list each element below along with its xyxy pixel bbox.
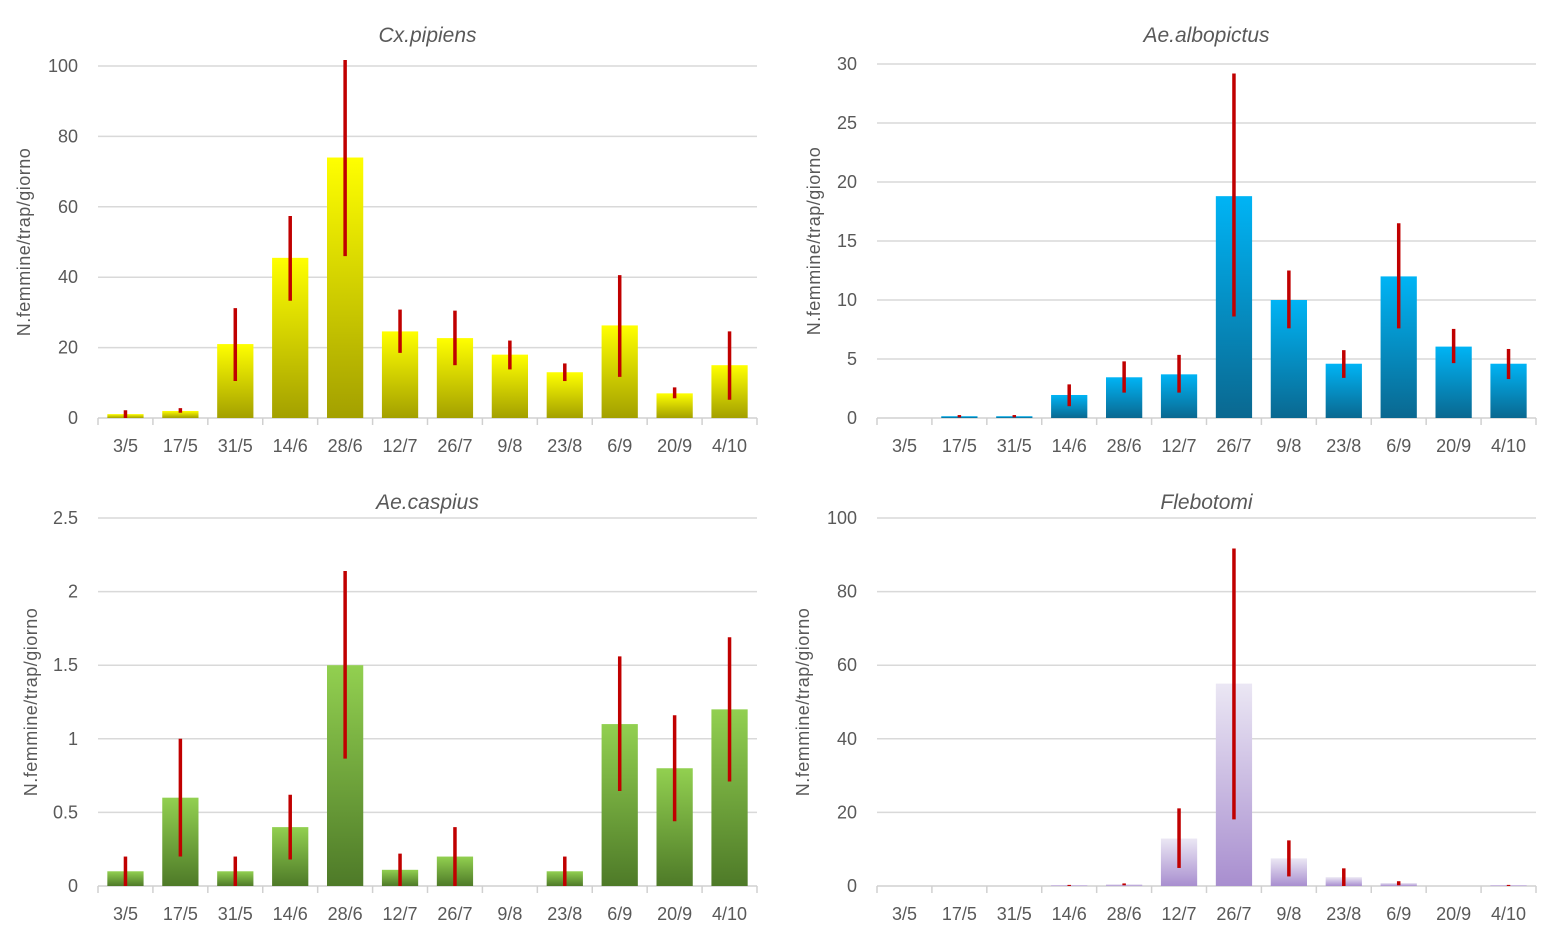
y-tick-label: 60 xyxy=(837,655,857,675)
x-tick-label: 14/6 xyxy=(273,436,308,456)
x-tick-label: 12/7 xyxy=(383,436,418,456)
x-tick-label: 31/5 xyxy=(218,436,253,456)
y-tick-label: 5 xyxy=(847,349,857,369)
chart-title: Ae.albopictus xyxy=(1141,24,1270,47)
y-tick-label: 100 xyxy=(48,56,78,76)
y-axis-label: N.femmine/trap/giorno xyxy=(21,608,41,797)
x-tick-label: 6/9 xyxy=(1386,904,1411,924)
x-tick-label: 20/9 xyxy=(1436,904,1471,924)
y-tick-label: 10 xyxy=(837,290,857,310)
x-tick-label: 26/7 xyxy=(1216,436,1251,456)
chart-title: Cx.pipiens xyxy=(378,24,477,47)
x-tick-label: 20/9 xyxy=(657,904,692,924)
x-tick-label: 12/7 xyxy=(1162,904,1197,924)
x-tick-label: 3/5 xyxy=(892,904,917,924)
chart-title: Ae.caspius xyxy=(374,491,479,514)
panel-ae-albopictus: Ae.albopictus N.femmine/trap/giorno 0 5 10… xyxy=(804,24,1537,456)
x-tick-label: 9/8 xyxy=(1276,904,1301,924)
x-tick-label: 20/9 xyxy=(657,436,692,456)
x-tick-label: 26/7 xyxy=(437,436,472,456)
panel-flebotomi: Flebotomi N.femmine/trap/giorno 0 20 40 60 8… xyxy=(793,491,1537,924)
x-tick-label: 6/9 xyxy=(1386,436,1411,456)
chart-title: Flebotomi xyxy=(1160,491,1254,514)
x-tick-label: 31/5 xyxy=(997,436,1032,456)
y-tick-label: 20 xyxy=(837,172,857,192)
x-tick-label: 28/6 xyxy=(1107,904,1142,924)
x-tick-label: 26/7 xyxy=(437,904,472,924)
x-tick-label: 17/5 xyxy=(942,436,977,456)
x-tick-label: 9/8 xyxy=(497,904,522,924)
y-tick-label: 0 xyxy=(68,408,78,428)
y-tick-label: 2 xyxy=(68,582,78,602)
x-tick-label: 4/10 xyxy=(1491,904,1526,924)
y-tick-label: 25 xyxy=(837,113,857,133)
x-tick-label: 4/10 xyxy=(1491,436,1526,456)
y-tick-label: 80 xyxy=(837,582,857,602)
x-tick-label: 6/9 xyxy=(607,904,632,924)
x-tick-label: 12/7 xyxy=(1162,436,1197,456)
x-tick-label: 28/6 xyxy=(1107,436,1142,456)
x-tick-label: 28/6 xyxy=(328,436,363,456)
x-tick-label: 3/5 xyxy=(892,436,917,456)
panel-ae-caspius: Ae.caspius N.femmine/trap/giorno 0 0.5 1 1.… xyxy=(21,491,758,924)
x-tick-label: 17/5 xyxy=(163,904,198,924)
x-tick-label: 17/5 xyxy=(942,904,977,924)
x-tick-label: 23/8 xyxy=(1326,436,1361,456)
x-tick-label: 31/5 xyxy=(218,904,253,924)
y-tick-label: 2.5 xyxy=(53,508,78,528)
y-tick-label: 1.5 xyxy=(53,655,78,675)
y-axis-label: N.femmine/trap/giorno xyxy=(793,608,813,797)
y-axis-label: N.femmine/trap/giorno xyxy=(804,147,824,336)
x-tick-label: 23/8 xyxy=(547,904,582,924)
x-tick-label: 4/10 xyxy=(712,436,747,456)
y-axis-label: N.femmine/trap/giorno xyxy=(14,148,34,337)
x-tick-label: 3/5 xyxy=(113,904,138,924)
y-tick-label: 1 xyxy=(68,729,78,749)
y-tick-label: 20 xyxy=(837,802,857,822)
panel-cx-pipiens: Cx.pipiens N.femmine/trap/giorno 0 20 40 60… xyxy=(14,24,758,456)
x-tick-label: 31/5 xyxy=(997,904,1032,924)
x-tick-label: 14/6 xyxy=(1052,436,1087,456)
y-tick-label: 30 xyxy=(837,54,857,74)
x-tick-label: 20/9 xyxy=(1436,436,1471,456)
y-tick-label: 0 xyxy=(847,876,857,896)
x-tick-label: 4/10 xyxy=(712,904,747,924)
x-tick-label: 26/7 xyxy=(1216,904,1251,924)
y-tick-label: 0 xyxy=(847,408,857,428)
x-tick-label: 9/8 xyxy=(497,436,522,456)
y-tick-label: 20 xyxy=(58,338,78,358)
x-tick-label: 12/7 xyxy=(383,904,418,924)
x-tick-label: 23/8 xyxy=(547,436,582,456)
y-tick-label: 0.5 xyxy=(53,802,78,822)
bar xyxy=(162,410,199,418)
y-tick-label: 60 xyxy=(58,197,78,217)
y-tick-label: 15 xyxy=(837,231,857,251)
x-tick-label: 28/6 xyxy=(328,904,363,924)
y-tick-label: 100 xyxy=(827,508,857,528)
x-tick-label: 9/8 xyxy=(1276,436,1301,456)
x-tick-label: 3/5 xyxy=(113,436,138,456)
x-tick-label: 23/8 xyxy=(1326,904,1361,924)
y-tick-label: 40 xyxy=(58,267,78,287)
y-tick-label: 0 xyxy=(68,876,78,896)
y-tick-label: 40 xyxy=(837,729,857,749)
x-tick-label: 14/6 xyxy=(1052,904,1087,924)
x-tick-label: 6/9 xyxy=(607,436,632,456)
bar xyxy=(1051,394,1088,418)
x-tick-label: 14/6 xyxy=(273,904,308,924)
y-tick-label: 80 xyxy=(58,126,78,146)
x-tick-label: 17/5 xyxy=(163,436,198,456)
